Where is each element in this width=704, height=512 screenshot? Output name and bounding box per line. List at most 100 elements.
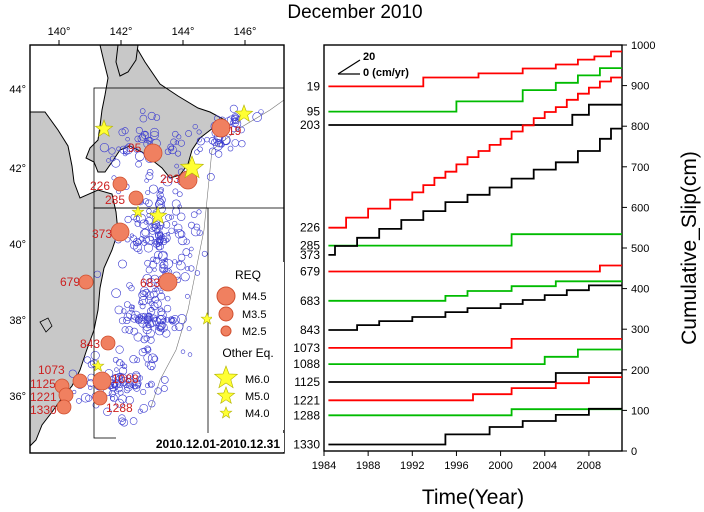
land-honshu [30, 111, 119, 447]
seismicity-circle [215, 150, 223, 158]
seismicity-circle [139, 108, 146, 114]
map-legend: REQ M4.5 M3.5 M2.5 Other Eq. M6.0 M5.0 M… [212, 262, 284, 430]
seismicity-circle [174, 229, 185, 239]
seismicity-circle [135, 382, 141, 389]
seismicity-circle [169, 318, 176, 325]
seismicity-circle [134, 357, 141, 363]
slip-series-label: 1125 [294, 375, 320, 389]
seismicity-circle [162, 176, 173, 187]
seismicity-circle [158, 187, 164, 193]
lon-tick: 144° [172, 26, 195, 38]
seismicity-circle [196, 129, 202, 135]
seismicity-circle [163, 304, 172, 313]
seismicity-circle [138, 296, 149, 306]
y-tick-label: 300 [631, 324, 649, 336]
seismicity-circle [119, 145, 129, 155]
seismicity-circle [118, 317, 126, 325]
legend-star-large-icon [213, 365, 239, 389]
seismicity-circle [130, 314, 139, 323]
slip-series-line [328, 67, 622, 113]
seismicity-circle [141, 240, 148, 246]
seismicity-circle [172, 220, 178, 227]
seismicity-circle [176, 314, 187, 324]
seismicity-circle [151, 223, 162, 233]
seismicity-circle [258, 109, 264, 115]
kuril-trench [211, 99, 284, 151]
seismicity-circle [231, 113, 239, 121]
seismicity-circle [145, 346, 152, 354]
slip-series-label: 19 [307, 79, 321, 93]
x-tick-label: 2000 [488, 460, 512, 472]
seismicity-circle [151, 355, 159, 362]
req-event-marker [78, 274, 94, 290]
seismicity-circle [185, 266, 190, 272]
seismicity-circle [130, 235, 138, 242]
legend-req-marker-medium [218, 306, 234, 322]
seismicity-circle [161, 233, 171, 243]
seismicity-circle [131, 372, 142, 383]
lat-ticks: 44° 42° 40° 38° 36° [9, 84, 26, 403]
seismicity-circle [163, 257, 169, 263]
seismicity-circle [108, 147, 116, 155]
seismicity-circle [139, 290, 147, 298]
seismicity-circle [237, 126, 245, 134]
seismicity-circle [111, 158, 121, 168]
seismicity-circle [148, 300, 155, 307]
seismicity-circle [121, 308, 127, 314]
seismicity-circle [177, 230, 186, 238]
seismicity-circle [141, 347, 147, 353]
lat-tick: 42° [9, 163, 26, 175]
scale-bar-value: 20 [363, 51, 375, 63]
seismicity-circle [182, 248, 191, 256]
y-ticks: 0 100 200 300 400 500 600 700 800 900 1000 [622, 40, 655, 458]
seismicity-circle [160, 234, 166, 240]
seismicity-circle [123, 316, 131, 325]
legend-star-medium-icon [216, 386, 236, 404]
seismicity-circle [146, 313, 152, 318]
seismicity-circle [154, 387, 162, 395]
seismicity-circle [118, 417, 126, 425]
seismicity-circle [144, 259, 151, 267]
scale-bar-unit: 0 (cm/yr) [363, 67, 409, 79]
seismicity-circle [165, 295, 171, 302]
seismicity-circle [123, 386, 131, 394]
slip-series-label: 373 [300, 248, 320, 262]
seismicity-circle [140, 228, 150, 239]
x-tick-label: 1988 [356, 460, 380, 472]
seismicity-circle [120, 418, 129, 427]
seismicity-circle [145, 217, 153, 225]
seismicity-circle [168, 227, 175, 234]
seismicity-circle [118, 259, 127, 269]
seismicity-circle [124, 301, 131, 308]
seismicity-circle [133, 332, 143, 342]
seismicity-circle [172, 259, 177, 264]
seismicity-circle [149, 260, 158, 269]
req-event-marker [112, 176, 128, 192]
seismicity-circle [194, 149, 200, 155]
seismicity-circle [238, 140, 246, 148]
seismicity-circle [252, 112, 263, 122]
seismicity-circle [157, 314, 167, 325]
req-event-marker [128, 190, 144, 206]
slip-series-line [328, 407, 622, 446]
lat-tick: 38° [9, 315, 26, 327]
y-tick-label: 900 [631, 81, 649, 93]
seismicity-circle [143, 335, 150, 342]
req-event-label: 1088 [112, 372, 139, 386]
seismicity-circle [162, 221, 171, 229]
seismicity-circle [116, 375, 124, 383]
lon-ticks: 140° 142° 144° 146° [48, 26, 256, 45]
seismicity-circle [196, 137, 205, 146]
seismicity-circle [177, 204, 182, 209]
seismicity-circle [135, 380, 142, 387]
slip-series-line [328, 348, 622, 365]
legend-other-title: Other Eq. [222, 346, 273, 360]
seismicity-circle [146, 208, 152, 214]
seismicity-circle [158, 250, 168, 260]
seismicity-circle [121, 326, 129, 334]
slip-series-label: 285 [300, 239, 320, 253]
seismicity-circle [160, 267, 166, 273]
seismicity-circle [83, 356, 92, 364]
slip-series-line [328, 103, 622, 126]
